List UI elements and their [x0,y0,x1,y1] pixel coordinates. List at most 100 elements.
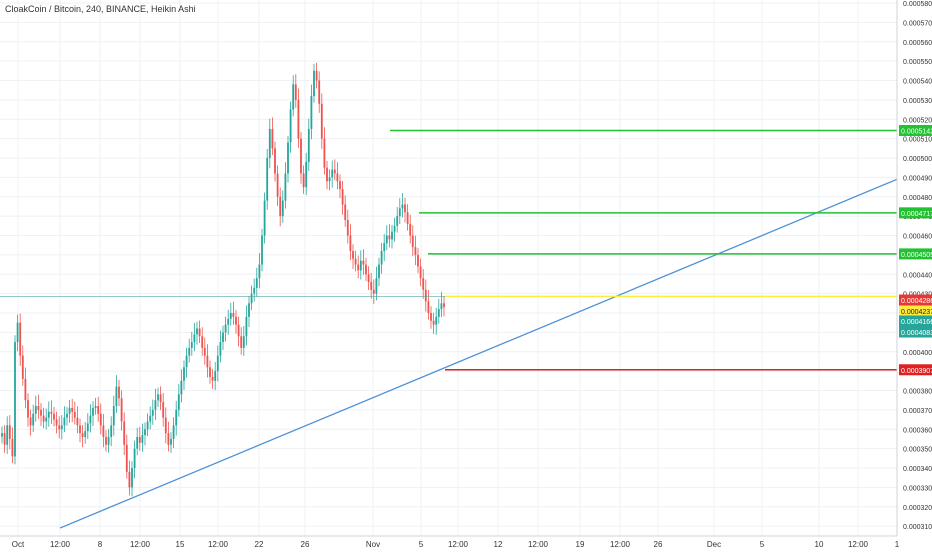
candle-down[interactable] [128,471,131,488]
candle-up[interactable] [255,278,258,288]
candle-up[interactable] [378,264,380,279]
candle-up[interactable] [224,324,227,333]
candle-down[interactable] [29,417,32,426]
candle-down[interactable] [8,425,11,439]
candle-down[interactable] [73,411,76,418]
candle-up[interactable] [248,303,250,317]
candle-down[interactable] [422,278,425,290]
candle-up[interactable] [263,200,266,236]
candle-up[interactable] [157,394,159,401]
candle-up[interactable] [292,84,295,110]
candle-up[interactable] [385,235,388,244]
candle-down[interactable] [164,417,167,434]
candle-up[interactable] [284,173,287,201]
candle-up[interactable] [214,371,217,381]
candle-up[interactable] [331,169,334,178]
candle-up[interactable] [227,318,230,325]
candle-down[interactable] [339,181,341,189]
candle-up[interactable] [401,204,404,209]
candle-up[interactable] [396,216,399,226]
candle-up[interactable] [253,287,256,294]
candle-up[interactable] [63,417,66,426]
candle-down[interactable] [417,254,419,267]
candle-down[interactable] [430,313,432,321]
candle-up[interactable] [242,336,245,348]
candle-up[interactable] [133,448,136,468]
candle-up[interactable] [131,468,133,488]
candle-up[interactable] [380,251,383,265]
candle-down[interactable] [297,99,300,139]
candle-up[interactable] [281,200,284,217]
candle-down[interactable] [211,376,214,381]
candle-up[interactable] [66,413,68,418]
candle-down[interactable] [209,367,211,377]
candle-down[interactable] [443,303,445,308]
candle-up[interactable] [222,332,224,343]
candle-up[interactable] [136,437,139,449]
candle-down[interactable] [198,328,201,337]
candle-up[interactable] [437,309,440,317]
candle-down[interactable] [50,411,53,414]
candle-down[interactable] [120,398,123,422]
candle-up[interactable] [86,423,89,432]
candle-down[interactable] [19,322,22,356]
candle-down[interactable] [118,386,120,399]
candle-down[interactable] [105,437,107,445]
candle-down[interactable] [55,419,58,426]
candle-up[interactable] [310,96,313,129]
candle-down[interactable] [333,169,336,174]
candle-down[interactable] [24,378,27,401]
candle-up[interactable] [84,431,87,437]
candle-down[interactable] [302,173,305,188]
candle-down[interactable] [3,433,6,445]
candle-up[interactable] [177,394,180,410]
candle-up[interactable] [112,406,115,426]
candle-down[interactable] [27,400,29,418]
candle-down[interactable] [232,313,235,317]
candle-up[interactable] [266,158,269,201]
candle-up[interactable] [196,328,198,335]
candle-down[interactable] [414,247,417,255]
candle-up[interactable] [185,355,188,368]
candle-down[interactable] [388,235,391,240]
candle-down[interactable] [201,336,204,348]
candle-up[interactable] [94,406,97,408]
candle-up[interactable] [193,334,196,343]
candle-down[interactable] [354,258,357,265]
candle-up[interactable] [268,128,271,158]
candle-up[interactable] [170,438,172,445]
candle-up[interactable] [16,322,19,343]
candle-up[interactable] [328,177,331,182]
candle-up[interactable] [258,264,261,279]
candle-down[interactable] [365,264,367,275]
candle-up[interactable] [440,303,443,310]
candle-up[interactable] [435,316,438,325]
candle-down[interactable] [274,148,276,174]
candle-down[interactable] [427,301,430,313]
candle-down[interactable] [346,220,349,236]
candle-down[interactable] [76,417,79,426]
candle-down[interactable] [71,407,74,412]
candle-down[interactable] [344,204,347,221]
candle-up[interactable] [219,342,222,356]
candle-up[interactable] [359,260,362,271]
candle-up[interactable] [289,109,292,143]
candle-up[interactable] [393,225,396,232]
candle-down[interactable] [42,415,45,422]
candle-down[interactable] [336,173,339,182]
candle-up[interactable] [250,293,253,304]
candle-up[interactable] [47,411,50,418]
candle-down[interactable] [323,138,326,168]
candle-down[interactable] [97,406,100,414]
candle-down[interactable] [167,433,170,445]
candle-down[interactable] [294,84,297,100]
candle-up[interactable] [68,407,71,414]
candle-down[interactable] [341,189,344,205]
candle-up[interactable] [6,425,9,445]
candle-down[interactable] [424,289,427,302]
candle-up[interactable] [146,421,149,430]
candle-down[interactable] [237,324,240,337]
candle-down[interactable] [53,413,55,420]
